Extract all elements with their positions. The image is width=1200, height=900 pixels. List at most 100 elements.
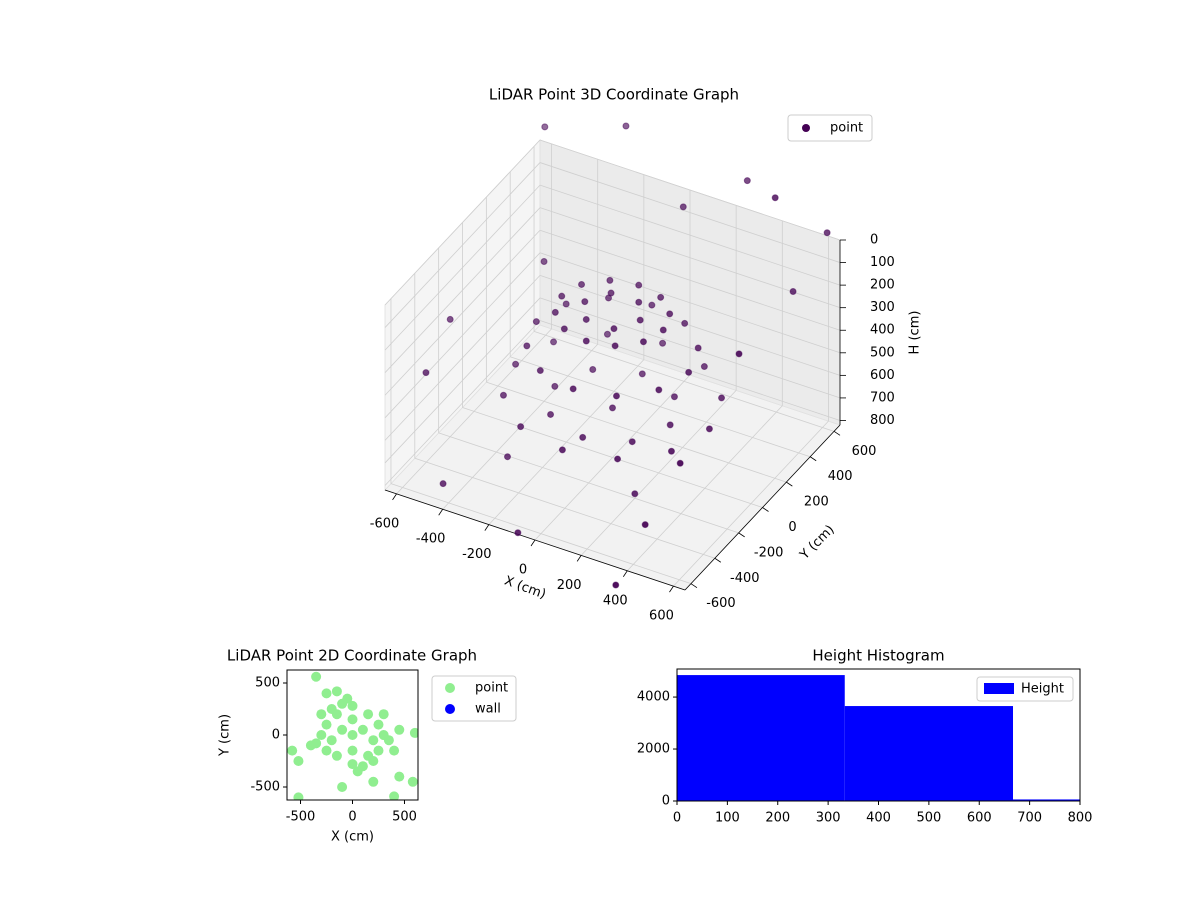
point <box>326 735 337 746</box>
point <box>326 704 337 714</box>
point <box>560 325 568 333</box>
point <box>612 581 620 589</box>
x-tick <box>392 493 397 501</box>
chart-histogram: Height 0 100 200 300 400 500 600 700 800 0 2000 4000… <box>637 647 1093 826</box>
grid-line <box>462 407 763 508</box>
grid-line <box>539 252 841 354</box>
x-tick-label: 200 <box>557 578 582 593</box>
point <box>612 392 620 400</box>
point <box>394 724 405 735</box>
x-tick <box>530 539 536 547</box>
y-axis-line <box>684 424 841 591</box>
point <box>409 727 418 738</box>
y-tick-label: 500 <box>255 676 280 691</box>
point <box>610 325 618 333</box>
point <box>551 382 559 390</box>
y-axis-label: Y (cm) <box>797 522 838 563</box>
point <box>631 490 639 498</box>
z-tick-label: 400 <box>870 323 895 338</box>
grid-line <box>510 356 811 458</box>
grid-line <box>539 184 841 286</box>
x-tick <box>438 509 444 516</box>
z-tick-label: 500 <box>870 345 895 360</box>
point <box>635 281 643 289</box>
point <box>293 756 304 766</box>
y-tick-label: 200 <box>804 495 829 510</box>
point <box>558 292 566 300</box>
point <box>705 425 713 433</box>
point <box>648 301 656 309</box>
point <box>603 330 611 338</box>
point <box>638 370 646 378</box>
point <box>558 446 566 454</box>
point <box>578 280 586 288</box>
point <box>517 423 525 431</box>
point <box>347 700 358 711</box>
point <box>287 745 298 756</box>
point <box>514 529 522 537</box>
x-tick-label: 400 <box>866 811 891 826</box>
point <box>718 394 726 402</box>
y-tick-label: 0 <box>662 794 670 809</box>
point <box>293 792 304 800</box>
grid-line <box>384 252 541 419</box>
z-tick-label: 300 <box>870 300 895 315</box>
y-tick <box>762 507 769 512</box>
point <box>614 455 622 463</box>
bar <box>1013 799 1080 801</box>
y-tick <box>786 481 793 487</box>
point <box>347 730 358 740</box>
y-tick-label: -400 <box>730 571 760 586</box>
x-axis-label: X (cm) <box>331 830 374 845</box>
point <box>700 363 708 371</box>
z-tick-label: 700 <box>870 390 895 405</box>
point <box>606 276 614 284</box>
y-axis-label: Y (cm) <box>218 714 233 757</box>
point <box>628 438 636 446</box>
point <box>347 714 358 725</box>
point <box>321 745 332 756</box>
legend-label: point <box>475 681 508 696</box>
point <box>540 257 548 265</box>
point <box>666 310 674 318</box>
point <box>676 459 684 467</box>
point <box>422 369 430 377</box>
y-tick <box>714 557 722 563</box>
grid-line <box>384 162 541 328</box>
y-tick-label: 2000 <box>637 742 670 757</box>
chart-3d: -600 -400 -200 0 200 400 600 -600 -400 -200 0 200 40… <box>370 86 923 624</box>
point <box>446 315 454 323</box>
point <box>337 698 348 709</box>
grid-line <box>414 457 715 559</box>
x-tick-label: -400 <box>416 532 446 547</box>
legend-box <box>787 114 873 142</box>
grid-line <box>539 274 841 376</box>
grid-line <box>384 207 541 373</box>
z-tick-label: 0 <box>870 233 878 248</box>
point <box>694 344 702 352</box>
point <box>609 404 616 412</box>
legend-marker <box>802 124 810 132</box>
z-axis-label: H (cm) <box>908 311 923 355</box>
plot-area <box>287 671 418 800</box>
point <box>582 337 590 345</box>
legend-box <box>431 675 517 722</box>
z-tick-label: 200 <box>870 278 895 293</box>
point <box>368 756 379 766</box>
y-tick <box>833 431 841 436</box>
y-tick <box>690 583 698 588</box>
x-tick-label: 0 <box>348 810 356 825</box>
y-tick-label: -600 <box>706 596 736 611</box>
x-tick-label: 100 <box>715 811 740 826</box>
x-tick-label: 500 <box>916 811 941 826</box>
point <box>611 342 619 350</box>
y-tick-label: 4000 <box>637 690 670 705</box>
point <box>368 776 379 787</box>
point <box>504 453 511 461</box>
point <box>499 391 507 399</box>
point <box>582 315 590 323</box>
point <box>536 367 544 375</box>
point <box>316 709 327 720</box>
x-tick-label: 800 <box>1068 811 1093 826</box>
x-tick-label: 500 <box>392 810 417 825</box>
